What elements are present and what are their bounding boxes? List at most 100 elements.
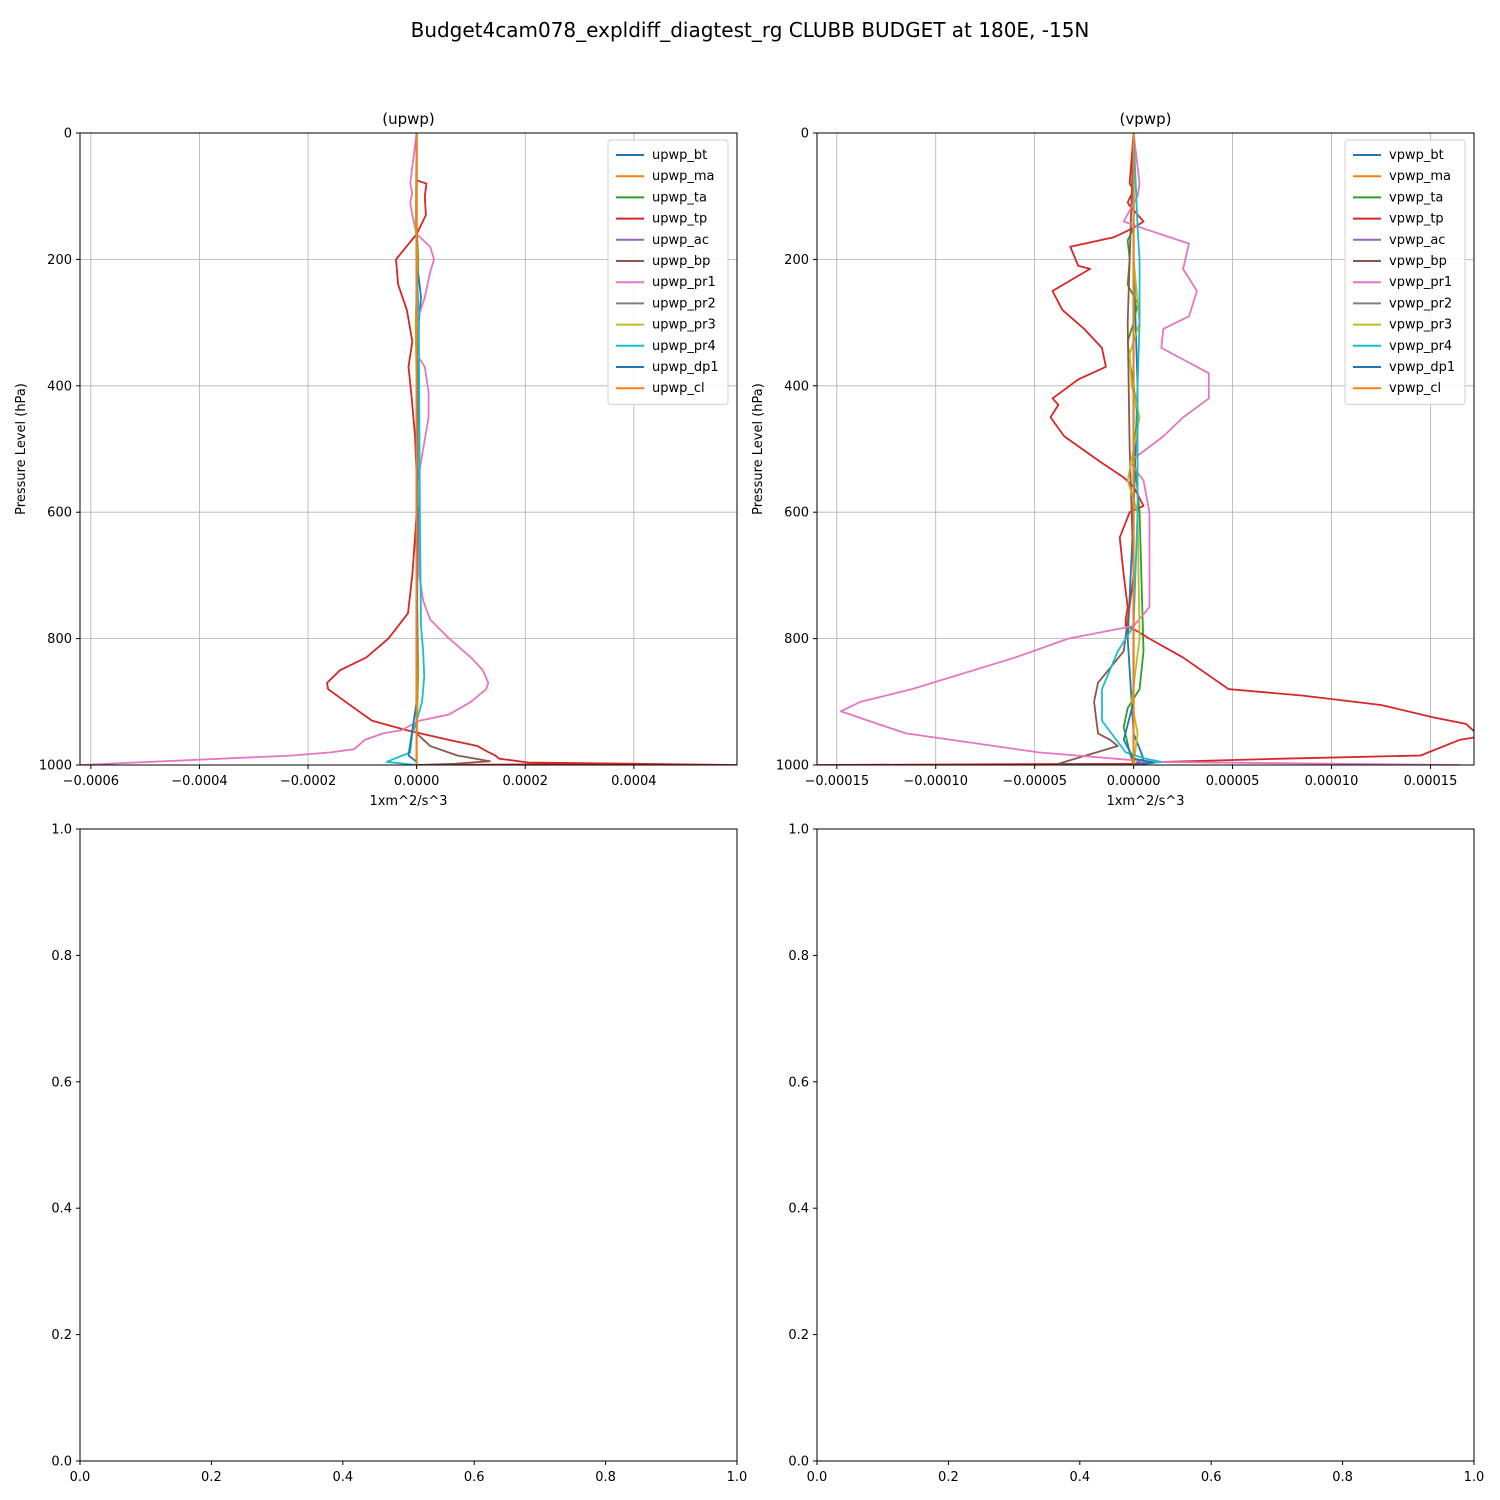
series-line-upwp_pr4 — [385, 133, 426, 765]
panel-title: (vpwp) — [1120, 110, 1172, 128]
y-tick-label: 0.2 — [788, 1328, 809, 1343]
y-tick-label: 1000 — [776, 759, 809, 774]
y-tick-label: 0 — [64, 127, 72, 142]
x-tick-label: 0.00015 — [1404, 774, 1458, 789]
x-tick-label: −0.0006 — [63, 774, 119, 789]
y-tick-label: 1000 — [39, 759, 72, 774]
y-tick-label: 200 — [47, 253, 72, 268]
figure-title: Budget4cam078_expldiff_diagtest_rg CLUBB… — [411, 18, 1090, 42]
axes-frame — [816, 132, 1475, 766]
y-axis-label: Pressure Level (hPa) — [751, 383, 766, 515]
legend-entry: vpwp_ma — [1389, 169, 1451, 184]
panel-2: −0.00015 −0.00010 −0.00005 0.00000 0.00005 0.… — [751, 110, 1475, 809]
y-tick-label: 600 — [784, 506, 809, 521]
x-tick-label: 0.00010 — [1305, 774, 1359, 789]
legend-entry: vpwp_tp — [1389, 212, 1444, 227]
y-tick-label: 200 — [784, 253, 809, 268]
axes-frame — [816, 828, 1475, 1462]
legend: vpwp_bt vpwp_ma vpwp_ta vpwp_tp vpwp_ac vpwp_… — [1344, 139, 1466, 405]
x-tick-label: 0.6 — [464, 1470, 485, 1485]
x-axis-label: 1xm^2/s^3 — [1106, 794, 1184, 809]
x-tick-label: 1.0 — [1464, 1470, 1485, 1485]
legend-entry: upwp_bt — [652, 148, 707, 163]
series-line-vpwp_pr1 — [839, 133, 1461, 765]
legend: upwp_bt upwp_ma upwp_ta upwp_tp upwp_ac upwp_… — [607, 139, 729, 405]
legend-entry: upwp_cl — [652, 381, 705, 396]
y-tick-label: 600 — [47, 506, 72, 521]
legend-entry: vpwp_cl — [1389, 381, 1441, 396]
legend-entry: vpwp_pr4 — [1389, 339, 1452, 354]
legend-entry: vpwp_ac — [1389, 233, 1445, 248]
legend-entry: upwp_pr1 — [652, 275, 716, 290]
y-tick-label: 800 — [47, 632, 72, 647]
series-group — [80, 133, 737, 765]
y-tick-label: 1.0 — [788, 823, 809, 838]
x-tick-label: 0.2 — [938, 1470, 959, 1485]
y-tick-label: 0.0 — [51, 1455, 72, 1470]
x-tick-label: 0.8 — [1332, 1470, 1353, 1485]
x-axis-label: 1xm^2/s^3 — [369, 794, 447, 809]
legend-entry: upwp_dp1 — [652, 360, 719, 375]
x-tick-label: 0.0 — [70, 1470, 91, 1485]
x-tick-label: −0.0004 — [171, 774, 227, 789]
y-tick-label: 0.4 — [51, 1202, 72, 1217]
panels: −0.0006 −0.0004 −0.0002 0.0000 0.0002 0.00040… — [14, 110, 1484, 1485]
x-tick-label: 0.0 — [807, 1470, 828, 1485]
x-tick-label: 0.00000 — [1107, 774, 1161, 789]
legend-entry: vpwp_pr1 — [1389, 275, 1452, 290]
y-tick-label: 0.8 — [51, 949, 72, 964]
x-tick-label: −0.0002 — [280, 774, 336, 789]
series-line-upwp_tp — [326, 133, 737, 765]
panel-title: (upwp) — [382, 110, 435, 128]
panel-4: 0.0 0.2 0.4 0.6 0.8 1.0 0.0 0.2 0.4 0.6 0.8 1.0 — [788, 823, 1484, 1486]
y-tick-label: 0.2 — [51, 1328, 72, 1343]
series-line-vpwp_bp — [1057, 133, 1135, 765]
y-tick-label: 0.0 — [788, 1455, 809, 1470]
legend-entry: upwp_ac — [652, 233, 709, 248]
x-tick-label: 0.8 — [595, 1470, 616, 1485]
x-tick-label: 0.0000 — [394, 774, 440, 789]
panel-1: −0.0006 −0.0004 −0.0002 0.0000 0.0002 0.0004 0… — [14, 110, 738, 809]
legend-entry: vpwp_pr2 — [1389, 296, 1452, 311]
legend-box — [1344, 139, 1466, 405]
legend-entry: upwp_pr3 — [652, 318, 716, 333]
y-tick-label: 800 — [784, 632, 809, 647]
x-tick-label: 0.0004 — [611, 774, 657, 789]
y-tick-label: 1.0 — [51, 823, 72, 838]
y-tick-label: 0.8 — [788, 949, 809, 964]
x-tick-label: 0.0002 — [502, 774, 548, 789]
legend-entry: vpwp_bp — [1389, 254, 1447, 269]
x-tick-label: 0.2 — [201, 1470, 222, 1485]
x-tick-label: −0.00015 — [804, 774, 869, 789]
x-tick-label: −0.00005 — [1002, 774, 1067, 789]
legend-entry: upwp_pr4 — [652, 339, 716, 354]
x-tick-label: 0.4 — [332, 1470, 353, 1485]
axes-frame — [79, 132, 738, 766]
y-tick-label: 0.6 — [788, 1075, 809, 1090]
legend-entry: vpwp_ta — [1389, 190, 1443, 205]
legend-entry: vpwp_dp1 — [1389, 360, 1455, 375]
y-tick-label: 0.6 — [51, 1075, 72, 1090]
x-tick-label: 1.0 — [727, 1470, 748, 1485]
legend-entry: upwp_tp — [652, 212, 707, 227]
y-tick-label: 400 — [47, 379, 72, 394]
legend-box — [607, 139, 729, 405]
x-tick-label: 0.4 — [1069, 1470, 1090, 1485]
series-group — [817, 133, 1474, 765]
legend-entry: upwp_ma — [652, 169, 715, 184]
y-tick-label: 0 — [801, 127, 809, 142]
legend-entry: vpwp_pr3 — [1389, 318, 1452, 333]
x-tick-label: 0.00005 — [1206, 774, 1260, 789]
y-tick-label: 400 — [784, 379, 809, 394]
y-axis-label: Pressure Level (hPa) — [14, 383, 29, 515]
legend-entry: upwp_ta — [652, 190, 707, 205]
legend-entry: vpwp_bt — [1389, 148, 1444, 163]
axes-frame — [79, 828, 738, 1462]
legend-entry: upwp_pr2 — [652, 296, 716, 311]
x-tick-label: 0.6 — [1201, 1470, 1222, 1485]
x-tick-label: −0.00010 — [903, 774, 968, 789]
y-tick-label: 0.4 — [788, 1202, 809, 1217]
legend-entry: upwp_bp — [652, 254, 710, 269]
